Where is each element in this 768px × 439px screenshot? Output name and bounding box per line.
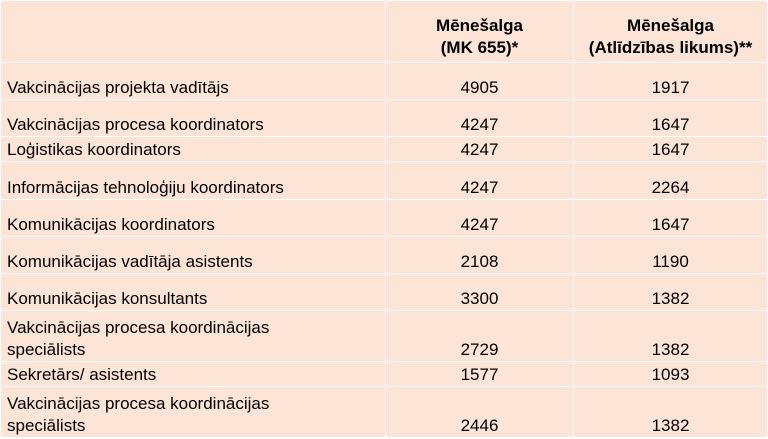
table-row: Komunikācijas konsultants 3300 1382 bbox=[0, 273, 768, 312]
mk655-salary-cell: 4905 bbox=[385, 62, 574, 101]
header-cell-law: Mēnešalga (Atlīdzības likums)** bbox=[573, 0, 768, 64]
header-line: Mēnešalga bbox=[436, 16, 523, 36]
header-line: (Atlīdzības likums)** bbox=[588, 38, 753, 58]
position-cell: Vakcinācijas procesa koordinators bbox=[0, 99, 386, 137]
mk655-salary-cell: 4247 bbox=[385, 135, 574, 162]
table-row: Komunikācijas vadītāja asistents 2108 11… bbox=[0, 236, 768, 275]
mk655-salary-cell: 2729 bbox=[385, 310, 574, 362]
mk655-salary-cell: 2446 bbox=[385, 385, 574, 439]
law-salary-cell: 1382 bbox=[573, 385, 768, 439]
position-cell: Informācijas tehnoloģiju koordinators bbox=[0, 160, 386, 200]
header-row: Mēnešalga (MK 655)* Mēnešalga (Atlīdzība… bbox=[0, 0, 768, 64]
position-cell: Vakcinācijas procesa koordinācijas speciā… bbox=[0, 310, 386, 362]
mk655-salary-cell: 4247 bbox=[385, 99, 574, 137]
table-row: Vakcinācijas procesa koordinācijas speciā… bbox=[0, 310, 768, 362]
position-cell: Vakcinācijas projekta vadītājs bbox=[0, 62, 386, 101]
law-salary-cell: 1382 bbox=[573, 273, 768, 312]
position-cell: Komunikācijas konsultants bbox=[0, 273, 386, 312]
mk655-salary-cell: 1577 bbox=[385, 360, 574, 387]
position-cell: Vakcinācijas procesa koordinācijas speciā… bbox=[0, 385, 386, 439]
table-row: Vakcinācijas procesa koordinācijas speciā… bbox=[0, 385, 768, 439]
position-cell: Sekretārs/ asistents bbox=[0, 360, 386, 387]
law-salary-cell: 1382 bbox=[573, 310, 768, 362]
mk655-salary-cell: 3300 bbox=[385, 273, 574, 312]
law-salary-cell: 1093 bbox=[573, 360, 768, 387]
law-salary-cell: 1647 bbox=[573, 99, 768, 137]
mk655-salary-cell: 4247 bbox=[385, 198, 574, 238]
position-cell: Loģistikas koordinators bbox=[0, 135, 386, 162]
table-row: Informācijas tehnoloģiju koordinators 42… bbox=[0, 160, 768, 200]
table-row: Komunikācijas koordinators 4247 1647 bbox=[0, 198, 768, 238]
position-cell: Komunikācijas vadītāja asistents bbox=[0, 236, 386, 275]
mk655-salary-cell: 4247 bbox=[385, 160, 574, 200]
law-salary-cell: 1190 bbox=[573, 236, 768, 275]
table-row: Sekretārs/ asistents 1577 1093 bbox=[0, 360, 768, 387]
header-line: Mēnešalga bbox=[627, 16, 714, 36]
law-salary-cell: 2264 bbox=[573, 160, 768, 200]
law-salary-cell: 1917 bbox=[573, 62, 768, 101]
law-salary-cell: 1647 bbox=[573, 135, 768, 162]
header-cell-position bbox=[0, 0, 386, 64]
table-row: Vakcinācijas projekta vadītājs 4905 1917 bbox=[0, 62, 768, 101]
table-row: Vakcinācijas procesa koordinators 4247 1… bbox=[0, 99, 768, 137]
mk655-salary-cell: 2108 bbox=[385, 236, 574, 275]
header-cell-mk655: Mēnešalga (MK 655)* bbox=[385, 0, 574, 64]
position-cell: Komunikācijas koordinators bbox=[0, 198, 386, 238]
law-salary-cell: 1647 bbox=[573, 198, 768, 238]
table-row: Loģistikas koordinators 4247 1647 bbox=[0, 135, 768, 162]
header-line: (MK 655)* bbox=[440, 38, 519, 58]
